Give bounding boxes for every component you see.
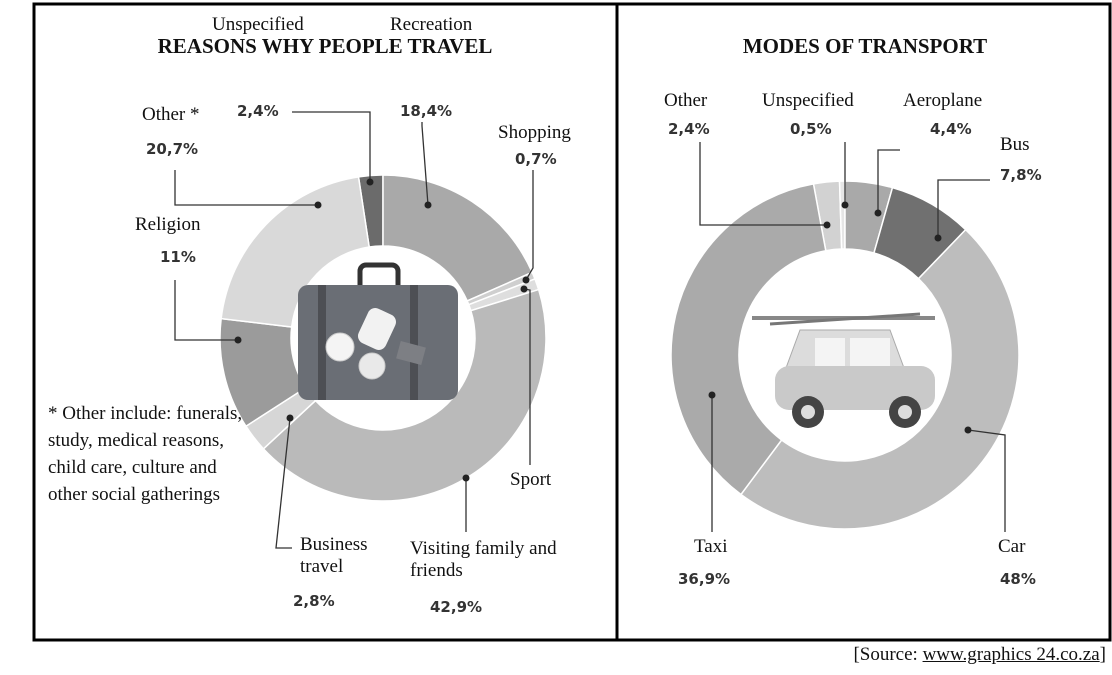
- value-label: 18,4%: [400, 102, 452, 120]
- leader-dot: [463, 475, 470, 482]
- value-label: 2,8%: [293, 592, 335, 610]
- annotation: * Other include: funerals, study, medica…: [48, 400, 258, 508]
- value-label: 4,4%: [930, 120, 972, 138]
- leader-dot: [824, 222, 831, 229]
- category-label: Other: [664, 90, 744, 112]
- value-label: 2,4%: [237, 102, 279, 120]
- value-label: 7,8%: [1000, 166, 1042, 184]
- category-label: Other *: [142, 104, 242, 126]
- leader-dot: [875, 210, 882, 217]
- leader-dot: [709, 392, 716, 399]
- source-label: [Source:: [853, 644, 917, 665]
- leader-dot: [965, 427, 972, 434]
- suitcase-icon: [298, 265, 458, 400]
- source-link: www.graphics 24.co.za: [923, 644, 1100, 665]
- car-icon: [752, 314, 935, 428]
- value-label: 0,5%: [790, 120, 832, 138]
- value-label: 36,9%: [678, 570, 730, 588]
- leader-dot: [367, 179, 374, 186]
- category-label: Bus: [1000, 134, 1060, 156]
- leader-dot: [425, 202, 432, 209]
- value-label: 42,9%: [430, 598, 482, 616]
- category-label: Sport: [510, 469, 590, 491]
- value-label: 0,7%: [515, 150, 557, 168]
- leader-line: [292, 112, 370, 182]
- leader-dot: [315, 202, 322, 209]
- leader-dot: [521, 286, 528, 293]
- leader-dot: [842, 202, 849, 209]
- source-close: ]: [1100, 644, 1106, 665]
- value-label: 20,7%: [146, 140, 198, 158]
- chart-title: MODES OF TRANSPORT: [620, 34, 1110, 59]
- leader-dot: [523, 277, 530, 284]
- value-label: 48%: [1000, 570, 1036, 588]
- value-label: 11%: [160, 248, 196, 266]
- chart-title: REASONS WHY PEOPLE TRAVEL: [35, 34, 615, 59]
- category-label: Business travel: [300, 534, 400, 578]
- category-label: Unspecified: [762, 90, 892, 112]
- source: [Source: www.graphics 24.co.za]: [853, 644, 1106, 666]
- leader-dot: [287, 415, 294, 422]
- page: REASONS WHY PEOPLE TRAVEL MODES OF TRANS…: [0, 0, 1112, 675]
- category-label: Visiting family and friends: [410, 538, 570, 582]
- category-label: Shopping: [498, 122, 608, 144]
- leader-dot: [235, 337, 242, 344]
- category-label: Recreation: [390, 14, 520, 36]
- category-label: Unspecified: [212, 14, 342, 36]
- leader-dot: [935, 235, 942, 242]
- category-label: Car: [998, 536, 1058, 558]
- category-label: Religion: [135, 214, 235, 236]
- value-label: 2,4%: [668, 120, 710, 138]
- category-label: Taxi: [694, 536, 754, 558]
- category-label: Aeroplane: [903, 90, 1023, 112]
